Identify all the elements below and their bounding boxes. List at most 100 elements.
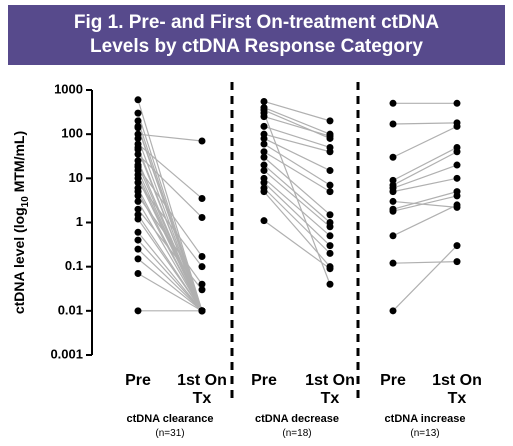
group-n: (n=13)	[410, 428, 440, 439]
pair-line	[263, 107, 331, 135]
pair-line	[263, 143, 331, 186]
pair-line	[137, 126, 203, 312]
pre-dot	[389, 197, 397, 205]
pair-line	[263, 177, 331, 237]
on-tx-dot	[326, 211, 334, 219]
pre-dot	[260, 188, 268, 196]
on-tx-dot	[326, 188, 334, 196]
pre-dot	[134, 307, 142, 315]
pre-dot	[389, 232, 397, 240]
pair-line	[392, 204, 458, 237]
pair-line	[392, 151, 458, 186]
pre-dot	[389, 207, 397, 215]
on-tx-dot	[326, 232, 334, 240]
on-tx-dot	[326, 242, 334, 250]
on-tx-dot	[326, 132, 334, 140]
pair-line	[392, 177, 458, 193]
pre-dot	[389, 176, 397, 184]
pair-line	[263, 116, 331, 137]
on-tx-dot	[326, 167, 334, 175]
pair-line	[392, 261, 458, 264]
y-tick-label: 10	[69, 170, 83, 185]
pair-line	[137, 147, 203, 312]
pre-dot	[134, 255, 142, 263]
pre-dot	[260, 148, 268, 156]
pair-line	[263, 109, 331, 139]
pair-line	[263, 156, 331, 216]
pre-dot	[134, 205, 142, 213]
on-tx-dot	[326, 181, 334, 189]
pair-line	[263, 151, 331, 193]
pre-dot	[134, 161, 142, 169]
pre-dot	[134, 122, 142, 130]
y-tick-label: 100	[61, 126, 83, 141]
pair-line	[392, 245, 458, 312]
pair-line	[137, 272, 203, 312]
x-tick-label: 1st On Tx	[432, 372, 482, 407]
group-name: ctDNA clearance	[126, 413, 214, 425]
pair-line	[263, 100, 331, 122]
y-tick-label: 0.001	[50, 346, 83, 361]
y-tick-label: 0.01	[58, 302, 83, 317]
pair-line	[137, 191, 203, 312]
on-tx-dot	[198, 307, 206, 315]
on-tx-dot	[198, 252, 206, 260]
pre-dot	[134, 109, 142, 117]
on-tx-dot	[198, 137, 206, 145]
pair-line	[392, 195, 458, 212]
pair-line	[137, 178, 203, 312]
group-n: (n=31)	[155, 428, 185, 439]
pre-dot	[134, 197, 142, 205]
pre-dot	[260, 161, 268, 169]
x-tick-label: Pre	[380, 372, 406, 389]
pair-line	[263, 220, 331, 270]
pair-line	[392, 125, 458, 158]
pre-dot	[134, 117, 142, 125]
pair-line	[392, 200, 458, 208]
pair-line	[263, 125, 331, 149]
pair-line	[137, 143, 203, 199]
on-tx-dot	[453, 258, 461, 266]
pre-dot	[134, 167, 142, 175]
pre-dot	[260, 97, 268, 105]
pre-dot	[389, 99, 397, 107]
pair-line	[263, 112, 331, 285]
pre-dot	[260, 109, 268, 117]
y-tick-label: 0.1	[65, 258, 83, 273]
y-tick-label: 1000	[54, 81, 83, 96]
on-tx-dot	[198, 280, 206, 288]
pre-dot	[260, 122, 268, 130]
y-axis-label-part: MTM/mL)	[11, 131, 27, 196]
on-tx-dot	[453, 99, 461, 107]
chart-title: Fig 1. Pre- and First On-treatment ctDNA…	[8, 5, 505, 65]
pair-line	[263, 137, 331, 172]
pair-line	[392, 191, 458, 210]
group-name: ctDNA increase	[384, 413, 466, 425]
pair-line	[263, 133, 331, 153]
pre-dot	[134, 236, 142, 244]
x-tick-label: Pre	[251, 372, 277, 389]
pair-line	[137, 239, 203, 312]
on-tx-dot	[198, 213, 206, 221]
on-tx-dot	[453, 174, 461, 182]
pre-dot	[134, 228, 142, 236]
on-tx-dot	[326, 249, 334, 257]
pre-dot	[134, 150, 142, 158]
pair-line	[263, 164, 331, 223]
pre-dot	[389, 307, 397, 315]
x-tick-label: 1st On Tx	[177, 372, 227, 407]
pre-dot	[134, 270, 142, 278]
pair-line	[392, 164, 458, 189]
on-tx-dot	[326, 117, 334, 125]
on-tx-dot	[453, 242, 461, 250]
pre-dot	[389, 259, 397, 267]
y-axis-label-part: ctDNA level (log	[11, 207, 27, 314]
pair-line	[137, 248, 203, 312]
group-n: (n=18)	[282, 428, 312, 439]
pre-dot	[134, 245, 142, 253]
pre-dot	[134, 96, 142, 104]
pair-line	[137, 182, 203, 268]
on-tx-dot	[198, 286, 206, 294]
